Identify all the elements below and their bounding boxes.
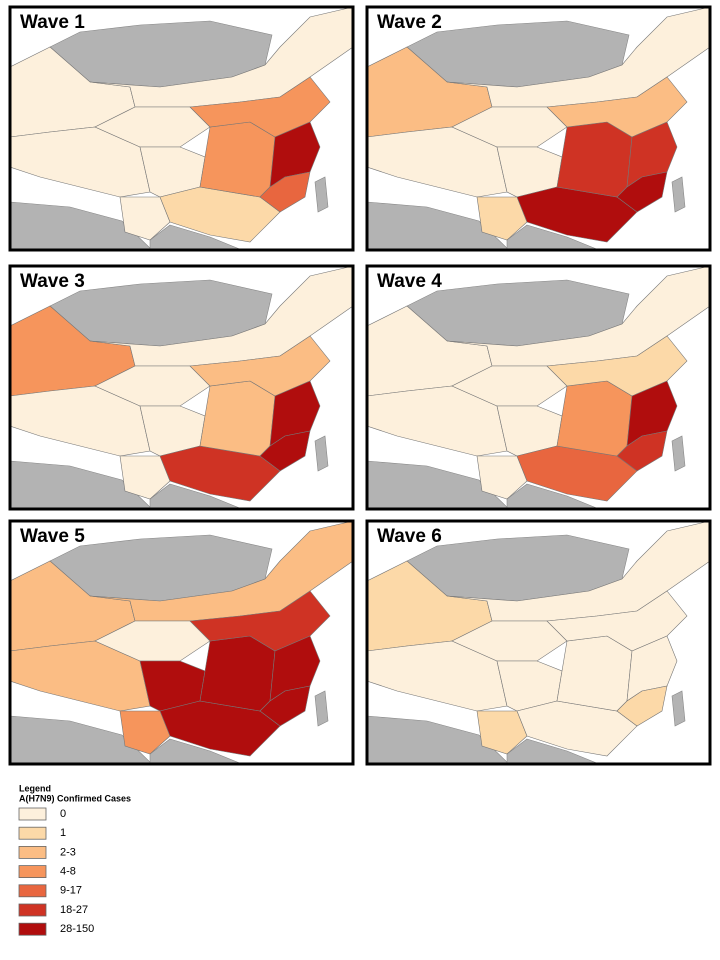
province	[119, 710, 171, 755]
province	[259, 171, 311, 213]
neighbor-country	[149, 738, 243, 764]
neighbor-country	[506, 738, 600, 764]
neighbor-country	[671, 435, 686, 472]
province	[10, 385, 151, 457]
neighbor-country	[149, 224, 243, 250]
province	[367, 385, 508, 457]
province	[556, 635, 633, 712]
province	[616, 685, 668, 727]
legend-label: 28-150	[60, 923, 94, 935]
province	[10, 640, 151, 712]
legend-swatch	[18, 884, 47, 898]
legend-label: 18-27	[60, 904, 88, 916]
legend-label: 9-17	[60, 885, 82, 897]
legend-swatch	[18, 807, 47, 821]
neighbor-country	[671, 690, 686, 727]
province	[616, 430, 668, 472]
legend-label: 2-3	[60, 846, 76, 858]
neighbor-country	[314, 435, 329, 472]
panel-border	[8, 5, 355, 252]
map	[367, 7, 710, 250]
map-panel: Wave 1	[8, 5, 355, 252]
map-panel: Wave 5	[8, 519, 355, 766]
map	[367, 266, 710, 509]
province	[189, 590, 331, 652]
legend-label: 0	[60, 808, 66, 820]
province	[556, 121, 633, 198]
legend-swatch	[18, 846, 47, 859]
panel-title: Wave 5	[20, 526, 85, 547]
panel-border	[8, 264, 355, 511]
province	[259, 430, 311, 472]
map	[10, 266, 353, 509]
province	[119, 196, 171, 241]
panel-border	[8, 519, 355, 766]
map	[10, 521, 353, 764]
map-panel: Wave 2	[365, 5, 712, 252]
province	[199, 380, 276, 457]
map	[10, 7, 353, 250]
map-panel: Wave 6	[365, 519, 712, 766]
panel-border	[365, 264, 712, 511]
legend-label: 4-8	[60, 866, 76, 878]
province	[476, 196, 528, 241]
province	[476, 710, 528, 755]
province	[546, 335, 688, 397]
panel-border	[365, 5, 712, 252]
province	[367, 640, 508, 712]
province	[367, 126, 508, 198]
legend-swatch	[18, 922, 47, 936]
panel-border	[365, 519, 712, 766]
province	[189, 335, 331, 397]
legend-heading: Legend	[19, 783, 51, 793]
panel-title: Wave 3	[20, 271, 85, 292]
neighbor-country	[671, 176, 686, 213]
legend-swatch	[18, 903, 47, 917]
map-panel: Wave 3	[8, 264, 355, 511]
province	[199, 635, 276, 712]
province	[199, 121, 276, 198]
legend-swatch	[18, 826, 47, 840]
province	[616, 171, 668, 213]
map	[367, 521, 710, 764]
legend-label: 1	[60, 827, 66, 839]
panel-title: Wave 6	[377, 526, 442, 547]
neighbor-country	[149, 483, 243, 509]
legend-title: A(H7N9) Confirmed Cases	[19, 793, 131, 803]
province	[476, 455, 528, 500]
province	[546, 590, 688, 652]
province	[10, 126, 151, 198]
map-panel: Wave 4	[365, 264, 712, 511]
province	[189, 76, 331, 138]
legend-swatch	[18, 865, 47, 878]
neighbor-country	[314, 176, 329, 213]
neighbor-country	[506, 224, 600, 250]
panel-title: Wave 4	[377, 271, 442, 292]
province	[556, 380, 633, 457]
neighbor-country	[314, 690, 329, 727]
panel-title: Wave 2	[377, 12, 442, 33]
province	[119, 455, 171, 500]
province	[259, 685, 311, 727]
panel-title: Wave 1	[20, 12, 85, 33]
neighbor-country	[506, 483, 600, 509]
province	[546, 76, 688, 138]
